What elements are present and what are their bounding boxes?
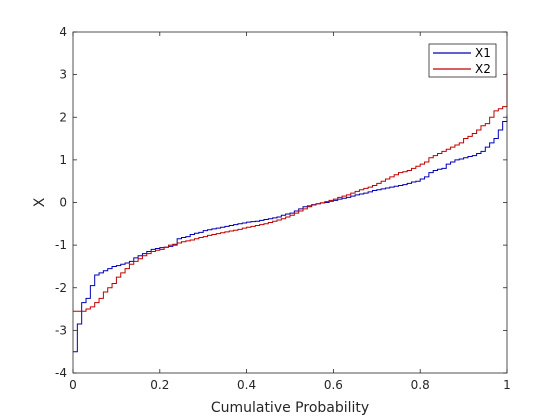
series-layer — [73, 72, 508, 353]
y-tick-label: -4 — [55, 366, 67, 380]
x-tick-label: 0 — [69, 378, 77, 392]
y-tick-label: 1 — [59, 153, 67, 167]
y-tick-label: 0 — [59, 196, 67, 210]
x-tick-label: 0.4 — [237, 378, 256, 392]
legend-box — [428, 43, 497, 78]
y-tick-label: 4 — [59, 25, 67, 39]
y-tick-label: -1 — [55, 238, 67, 252]
y-axis-label: X — [32, 197, 48, 207]
x-tick-label: 0.8 — [411, 378, 430, 392]
legend-label-x1: X1 — [475, 46, 491, 60]
legend: X1 X2 — [428, 43, 497, 78]
x-tick-label: 0.6 — [324, 378, 343, 392]
y-tick-label: -3 — [55, 323, 67, 337]
series-line-x1 — [73, 115, 508, 353]
series-line-x2 — [73, 72, 508, 312]
ticks: 0 0.2 0.4 0.6 0.8 1 -4 -3 -2 -1 0 1 2 3 4 — [55, 25, 511, 392]
plot-area — [73, 32, 507, 373]
x-tick-label: 1 — [503, 378, 511, 392]
y-tick-label: -2 — [55, 281, 67, 295]
y-tick-label: 2 — [59, 110, 67, 124]
x-axis-label: Cumulative Probability — [211, 400, 369, 416]
y-tick-label: 3 — [59, 68, 67, 82]
x-tick-label: 0.2 — [150, 378, 169, 392]
legend-label-x2: X2 — [475, 62, 491, 76]
